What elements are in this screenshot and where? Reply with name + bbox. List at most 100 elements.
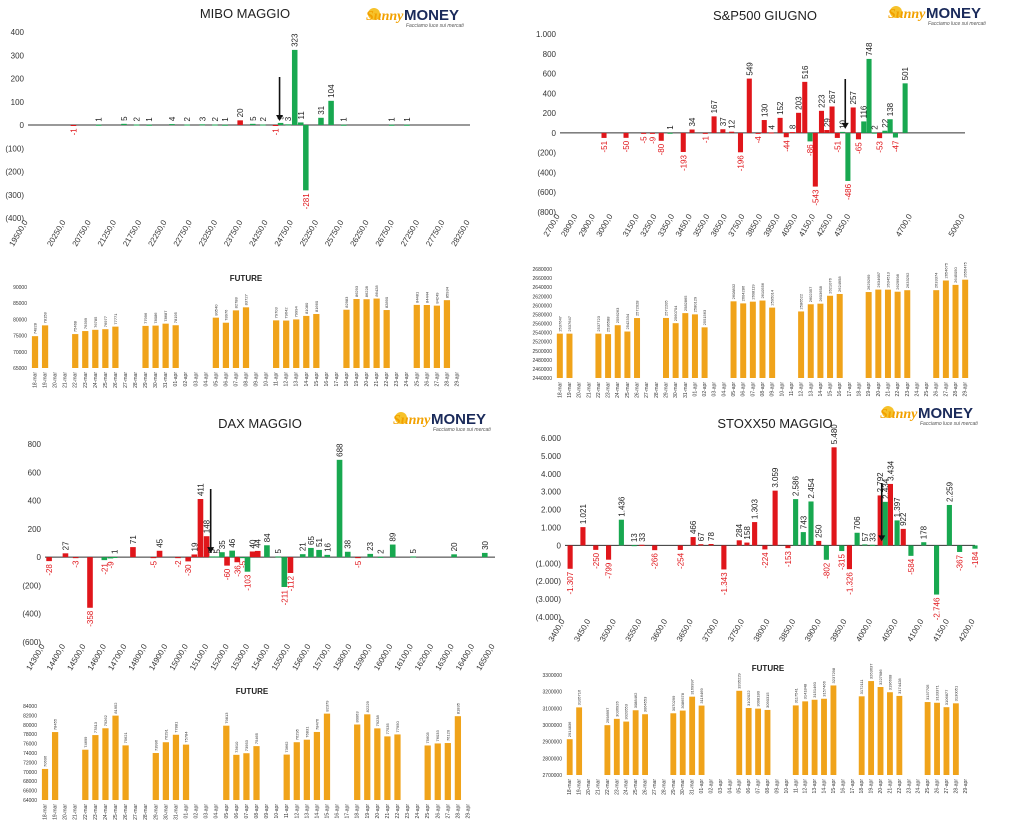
bar	[855, 132, 861, 140]
future-value-label: 82229	[365, 700, 370, 712]
future-value-label: 75784	[184, 731, 189, 743]
date-label: 04-apr	[214, 804, 220, 819]
bar	[389, 544, 396, 558]
x-tick-label: 14400,0	[45, 642, 68, 672]
future-bar	[443, 300, 451, 368]
future-bar	[691, 314, 698, 378]
date-label: 15-apr	[324, 804, 330, 819]
bar	[324, 554, 331, 558]
date-label: 25-mar	[113, 804, 119, 820]
future-bar	[821, 698, 827, 775]
future-bar	[894, 291, 901, 378]
data-label: -51	[833, 140, 842, 152]
data-label: -281	[302, 193, 311, 210]
future-value-label: 82788	[233, 296, 238, 308]
future-bar	[323, 713, 331, 800]
future-bar	[868, 681, 875, 775]
y-tick-label: 2700000	[543, 773, 563, 779]
future-bar	[273, 320, 280, 368]
future-value-label: 3172111	[859, 679, 864, 695]
y-tick-label: 2500000	[533, 349, 553, 355]
date-label: 17-apr	[847, 382, 853, 397]
date-label: 22-apr	[895, 382, 901, 397]
data-label: -254	[676, 552, 685, 569]
x-tick-label: 16100,0	[393, 642, 416, 672]
y-tick-label: 66000	[23, 789, 37, 795]
future-bar	[566, 739, 573, 775]
bar	[711, 116, 717, 133]
data-label: 35	[218, 540, 227, 549]
date-label: 23-mar	[606, 382, 612, 398]
bar	[185, 557, 191, 562]
data-label: 250	[815, 524, 824, 538]
future-value-label: 3227986	[878, 669, 883, 685]
date-label: 16-apr	[837, 382, 843, 397]
date-label: 11-apr	[274, 372, 280, 386]
data-label: 67	[697, 532, 706, 541]
chart-title: S&P500 GIUGNO	[713, 8, 817, 23]
data-label: 20	[236, 108, 245, 117]
future-bar	[877, 687, 884, 775]
date-label: 20-apr	[364, 372, 370, 387]
future-value-label: 2629269	[866, 274, 871, 290]
bar	[934, 545, 940, 595]
date-label: 25-mar	[633, 779, 639, 795]
future-bar	[736, 690, 743, 775]
bar	[667, 132, 673, 134]
bar	[623, 132, 629, 138]
future-bar	[313, 731, 321, 800]
date-label: 26-mar	[635, 382, 641, 398]
bar	[344, 551, 351, 558]
bar	[618, 519, 624, 546]
data-label: 1	[95, 117, 104, 122]
future-value-label: 83727	[244, 293, 249, 305]
data-label: 706	[853, 516, 862, 530]
future-bar	[745, 707, 752, 775]
bar	[789, 132, 795, 134]
y-tick-label: (400)	[537, 168, 556, 177]
y-tick-label: 5.000	[541, 452, 562, 461]
future-value-label: 3070299	[671, 695, 676, 711]
data-label: -30	[184, 564, 193, 576]
future-value-label: 2537647	[557, 315, 562, 331]
future-bar	[830, 685, 837, 775]
y-tick-label: 800	[543, 50, 557, 59]
future-bar	[72, 334, 79, 368]
date-label: 18-apr	[355, 804, 361, 819]
date-label: 27-mar	[133, 804, 139, 820]
logo-part1: Sunny	[888, 7, 926, 22]
y-tick-label: (300)	[5, 191, 24, 200]
x-tick-label: 4350,0	[832, 212, 852, 238]
future-value-label: 3151460	[812, 681, 817, 697]
future-bar	[634, 318, 641, 378]
y-tick-label: 0	[20, 121, 25, 130]
future-value-label: 2536588	[606, 316, 611, 332]
y-tick-label: (1.000)	[536, 559, 562, 568]
x-tick-label: 23750,0	[222, 218, 245, 248]
date-label: 22-mar	[83, 804, 89, 820]
bar	[199, 124, 206, 126]
x-tick-label: 24750,0	[273, 218, 296, 248]
future-value-label: 3090315	[765, 692, 770, 708]
data-label: 89	[389, 532, 398, 541]
bar	[869, 544, 876, 546]
bar	[229, 550, 235, 558]
y-tick-label: (600)	[537, 188, 556, 197]
date-label: 29-mar	[143, 372, 149, 388]
data-label: -28	[45, 564, 54, 576]
date-label: 24-mar	[615, 382, 621, 398]
future-value-label: 74828	[33, 322, 38, 334]
date-label: 20-apr	[375, 804, 381, 819]
y-tick-label: 72000	[23, 760, 37, 766]
x-tick-label: 15400,0	[249, 642, 272, 672]
data-label: 2	[183, 117, 192, 122]
data-label: 223	[817, 94, 826, 108]
date-label: 29-apr	[963, 779, 969, 794]
future-bar	[764, 709, 771, 775]
future-bar	[934, 702, 940, 775]
y-tick-label: 76000	[23, 742, 37, 748]
date-label: 20-mar	[577, 382, 583, 398]
data-label: -36	[233, 565, 242, 577]
date-label: 19-apr	[869, 779, 875, 794]
